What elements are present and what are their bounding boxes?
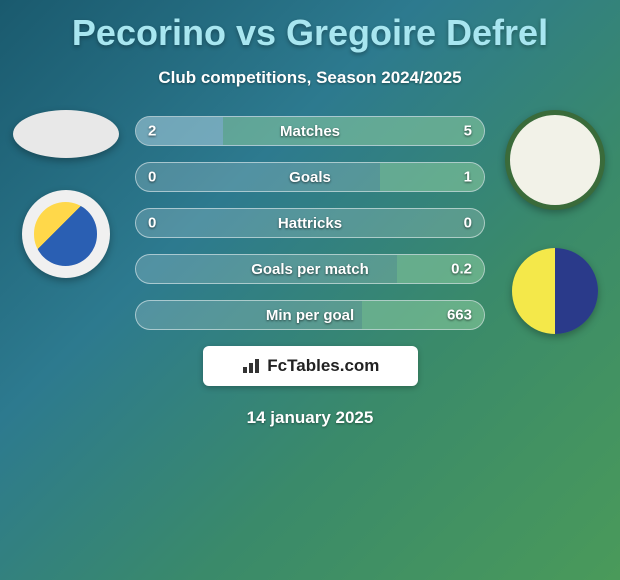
stat-right-value: 663 <box>447 307 472 324</box>
badge-right-2 <box>512 248 598 334</box>
stat-row: Min per goal 663 <box>135 300 485 330</box>
brand-badge: FcTables.com <box>203 346 418 386</box>
chart-icon <box>241 357 263 375</box>
stat-right-value: 0 <box>464 215 472 232</box>
stat-right-value: 0.2 <box>451 261 472 278</box>
brand-text: FcTables.com <box>267 356 379 376</box>
badge-left-1 <box>13 110 119 158</box>
stat-left-value: 2 <box>148 123 156 140</box>
stat-label: Goals <box>289 169 331 186</box>
stats-bars: 2 Matches 5 0 Goals 1 0 Hattricks 0 Goals per mat… <box>135 116 485 330</box>
comparison-title: Pecorino vs Gregoire Defrel <box>0 0 620 54</box>
stat-right-value: 5 <box>464 123 472 140</box>
badge-inner <box>34 202 97 265</box>
stat-label: Matches <box>280 123 340 140</box>
bar-fill-right <box>223 117 484 145</box>
badge-left-2 <box>22 190 110 278</box>
stat-label: Min per goal <box>266 307 354 324</box>
footer-date: 14 january 2025 <box>0 408 620 428</box>
stat-row: 0 Goals 1 <box>135 162 485 192</box>
stat-row: 2 Matches 5 <box>135 116 485 146</box>
player-left-badges <box>8 110 123 278</box>
stat-row: Goals per match 0.2 <box>135 254 485 284</box>
stat-right-value: 1 <box>464 169 472 186</box>
stat-label: Goals per match <box>251 261 369 278</box>
stat-left-value: 0 <box>148 169 156 186</box>
comparison-subtitle: Club competitions, Season 2024/2025 <box>0 68 620 88</box>
player-right-badges <box>497 110 612 334</box>
stat-label: Hattricks <box>278 215 342 232</box>
stat-row: 0 Hattricks 0 <box>135 208 485 238</box>
badge-right-1 <box>505 110 605 210</box>
stat-left-value: 0 <box>148 215 156 232</box>
